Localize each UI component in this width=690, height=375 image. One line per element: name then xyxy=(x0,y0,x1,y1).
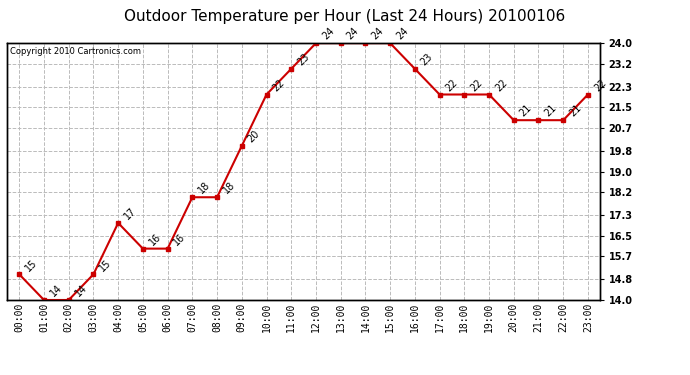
Text: 16: 16 xyxy=(172,231,188,247)
Text: 24: 24 xyxy=(394,26,410,42)
Text: 14: 14 xyxy=(73,283,88,298)
Text: 22: 22 xyxy=(444,77,460,93)
Text: 21: 21 xyxy=(518,103,534,119)
Text: 18: 18 xyxy=(197,180,213,196)
Text: 22: 22 xyxy=(270,77,286,93)
Text: 21: 21 xyxy=(567,103,583,119)
Text: 22: 22 xyxy=(493,77,509,93)
Text: Outdoor Temperature per Hour (Last 24 Hours) 20100106: Outdoor Temperature per Hour (Last 24 Ho… xyxy=(124,9,566,24)
Text: 24: 24 xyxy=(320,26,336,42)
Text: 24: 24 xyxy=(370,26,386,42)
Text: 23: 23 xyxy=(295,52,311,68)
Text: Copyright 2010 Cartronics.com: Copyright 2010 Cartronics.com xyxy=(10,47,141,56)
Text: 24: 24 xyxy=(345,26,361,42)
Text: 18: 18 xyxy=(221,180,237,196)
Text: 23: 23 xyxy=(419,52,435,68)
Text: 22: 22 xyxy=(592,77,608,93)
Text: 15: 15 xyxy=(23,257,39,273)
Text: 21: 21 xyxy=(542,103,558,119)
Text: 20: 20 xyxy=(246,129,262,144)
Text: 22: 22 xyxy=(469,77,484,93)
Text: 17: 17 xyxy=(122,206,138,222)
Text: 14: 14 xyxy=(48,283,64,298)
Text: 15: 15 xyxy=(97,257,113,273)
Text: 16: 16 xyxy=(147,231,163,247)
